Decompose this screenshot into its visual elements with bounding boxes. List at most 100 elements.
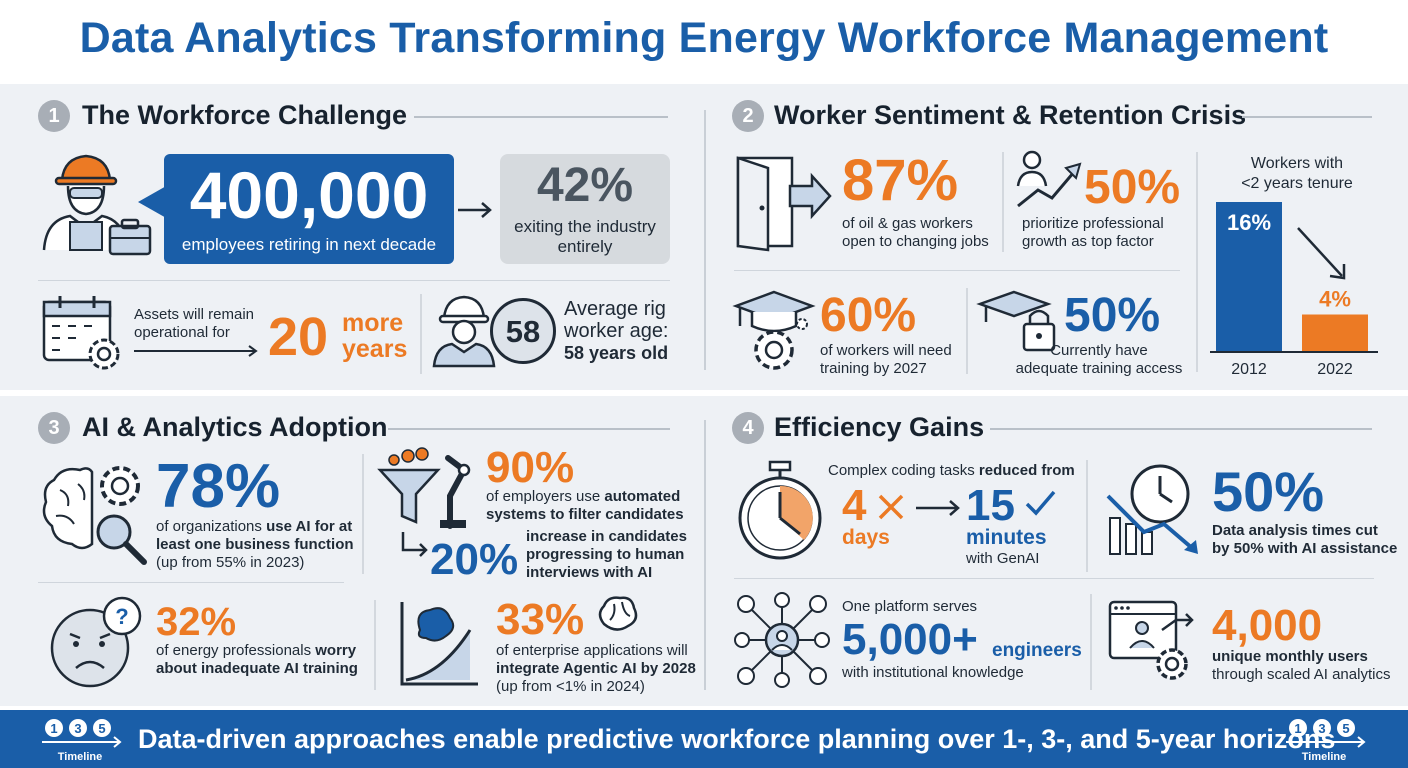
from-value: 4 xyxy=(842,481,867,530)
divider xyxy=(734,270,1180,271)
to-value: 15 xyxy=(966,481,1015,530)
access-text: Currently have adequate training access xyxy=(1015,342,1183,377)
arrow-right-icon xyxy=(134,345,258,357)
decline-arrow-icon xyxy=(1297,227,1346,280)
timeline-num: 1 xyxy=(1294,721,1301,736)
funnel-robot-arm-icon xyxy=(377,447,471,529)
platform-unit: engineers xyxy=(992,640,1082,661)
checkmark-icon xyxy=(1025,490,1056,516)
section-title: AI & Analytics Adoption xyxy=(82,412,388,442)
users-text: unique monthly users through scaled AI a… xyxy=(1212,648,1391,683)
brain-gear-search-icon xyxy=(42,466,147,565)
graduation-gear-icon xyxy=(732,290,816,370)
section-title: The Workforce Challenge xyxy=(82,100,408,130)
worried-face-icon: ? xyxy=(50,596,142,688)
divider xyxy=(388,428,670,430)
training-value: 60% xyxy=(820,289,917,342)
retiring-callout xyxy=(164,154,454,264)
ai-text: of organizations use AI for at least one… xyxy=(156,518,354,571)
agentic-value: 33% xyxy=(496,595,585,644)
panel-worker-sentiment xyxy=(704,84,1408,390)
assets-value: 20 xyxy=(268,307,329,367)
to-note: with GenAI xyxy=(966,550,1040,567)
arrow-down-right-icon xyxy=(401,532,428,557)
divider xyxy=(990,428,1372,430)
assets-unit: more years xyxy=(342,309,408,363)
growth-value: 50% xyxy=(1084,161,1181,214)
agentic-text: of enterprise applications will integrat… xyxy=(496,642,696,695)
exit-value: 42% xyxy=(536,159,634,212)
timeline-label: Timeline xyxy=(58,751,102,763)
data-label-2012: 16% xyxy=(1227,210,1271,235)
tick-label-2012: 2012 xyxy=(1231,361,1267,378)
divider xyxy=(1086,460,1088,572)
open-text: of oil & gas workers open to changing jo… xyxy=(842,215,989,250)
arrow-right-icon xyxy=(916,500,960,516)
timeline-num: 5 xyxy=(1342,721,1349,736)
candidates-value: 20% xyxy=(430,535,519,584)
auto-text: of employers use automated systems to fi… xyxy=(486,488,684,523)
open-value: 87% xyxy=(842,148,959,213)
access-value: 50% xyxy=(1064,289,1161,342)
worry-text: of energy professionals worry about inad… xyxy=(156,642,358,677)
age-badge-value: 58 xyxy=(505,314,541,349)
to-unit: minutes xyxy=(966,526,1047,549)
timeline-num: 3 xyxy=(74,721,81,736)
page-title: Data Analytics Transforming Energy Workf… xyxy=(79,14,1329,62)
divider xyxy=(734,578,1374,579)
timeline-icon: 1 3 5 Timeline xyxy=(42,719,122,763)
svg-text:?: ? xyxy=(115,604,128,629)
monitor-user-gear-icon xyxy=(1108,600,1194,680)
training-text: of workers will need training by 2027 xyxy=(820,342,952,377)
divider xyxy=(704,110,706,370)
section-number: 1 xyxy=(38,100,70,132)
footer-banner xyxy=(0,710,1408,768)
stopwatch-icon xyxy=(738,460,822,560)
coding-text: Complex coding tasks reduced from xyxy=(828,462,1075,479)
section-number: 4 xyxy=(732,412,764,444)
assets-text: Assets will remain operational for xyxy=(134,306,255,341)
exit-door-icon xyxy=(736,156,832,252)
section-number: 3 xyxy=(38,412,70,444)
divider xyxy=(1090,594,1092,690)
divider xyxy=(1002,152,1004,252)
divider xyxy=(966,288,968,374)
analysis-value: 50% xyxy=(1212,460,1325,523)
rig-worker-icon xyxy=(432,295,496,368)
clock-declining-chart-icon xyxy=(1106,464,1198,555)
auto-value: 90% xyxy=(486,443,575,492)
divider xyxy=(1242,116,1372,118)
divider xyxy=(374,600,376,690)
brain-icon xyxy=(598,596,638,631)
growth-text: prioritize professional growth as top fa… xyxy=(1022,215,1164,250)
platform-value: 5,000+ xyxy=(842,615,978,664)
network-people-icon xyxy=(734,592,830,688)
tenure-bar-chart: 16% 2012 4% 2022 xyxy=(1210,202,1378,378)
timeline-num: 5 xyxy=(98,721,105,736)
worry-value: 32% xyxy=(156,600,237,644)
timeline-num: 1 xyxy=(50,721,57,736)
timeline-icon: 1 3 5 Timeline xyxy=(1286,719,1366,763)
chart-title: Workers with <2 years tenure xyxy=(1241,155,1353,192)
worker-with-briefcase-icon xyxy=(42,154,152,256)
divider xyxy=(420,294,422,374)
retiring-text: employees retiring in next decade xyxy=(181,235,437,254)
divider xyxy=(414,116,668,118)
age-text: Average rig worker age: 58 years old xyxy=(564,298,669,363)
divider xyxy=(1196,152,1198,372)
growth-curve-brain-icon xyxy=(400,602,478,686)
from-unit: days xyxy=(842,526,890,549)
exit-text: exiting the industry entirely xyxy=(514,217,656,256)
platform-text: One platform serves xyxy=(842,598,978,615)
analysis-text: Data analysis times cut by 50% with AI a… xyxy=(1212,522,1398,557)
tick-label-2022: 2022 xyxy=(1317,361,1353,378)
callout-pointer xyxy=(138,185,168,219)
growth-chart-icon xyxy=(1016,150,1082,208)
section-number: 2 xyxy=(732,100,764,132)
bar-2022 xyxy=(1302,314,1368,352)
platform-text-2: with institutional knowledge xyxy=(842,664,1024,681)
calendar-gear-icon xyxy=(42,296,120,370)
graduation-lock-icon xyxy=(976,290,1056,352)
ai-value: 78% xyxy=(156,452,281,521)
divider xyxy=(38,280,670,281)
